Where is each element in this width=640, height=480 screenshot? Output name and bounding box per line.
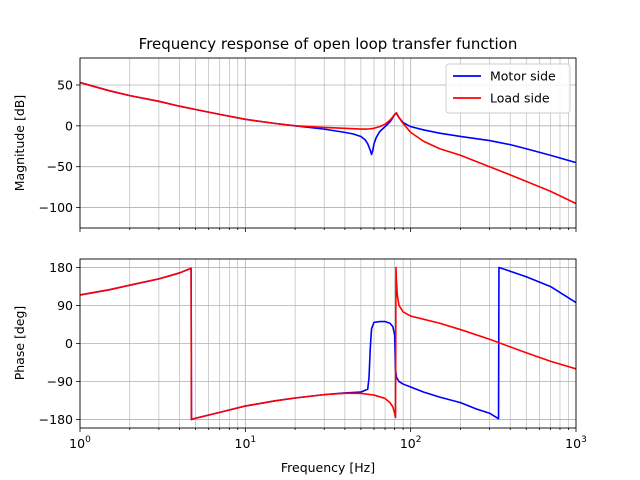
y-tick-label: 90 [57, 298, 73, 313]
magnitude-y-axis-label: Magnitude [dB] [12, 95, 27, 191]
legend-label: Motor side [490, 69, 556, 84]
y-tick-label: 0 [65, 118, 73, 133]
y-tick-label: −90 [47, 374, 73, 389]
axes-frame [79, 57, 577, 229]
x-tick-label: 102 [400, 435, 422, 451]
x-tick-label: 101 [235, 435, 257, 451]
legend-label: Load side [490, 91, 550, 106]
y-tick-label: −180 [39, 412, 73, 427]
y-tick-label: 180 [49, 260, 73, 275]
phase-y-axis-label: Phase [deg] [12, 306, 27, 381]
x-tick-label: 103 [565, 435, 587, 451]
chart-title: Frequency response of open loop transfer… [139, 35, 518, 53]
y-tick-label: 0 [65, 336, 73, 351]
y-tick-label: −100 [39, 200, 73, 215]
y-tick-label: 50 [57, 77, 73, 92]
legend: Motor side Load side [445, 63, 571, 114]
series-line-load-side [80, 266, 576, 421]
series-line-load-side [80, 81, 576, 205]
x-tick-label: 100 [69, 435, 91, 451]
x-axis-label: Frequency [Hz] [281, 460, 375, 475]
y-tick-label: −50 [47, 159, 73, 174]
magnitude-plot: 50 0 −50 −100 [39, 57, 577, 232]
phase-plot: 180 90 0 −90 −180 100 101 102 103 [39, 258, 587, 451]
axes-frame [79, 258, 577, 429]
